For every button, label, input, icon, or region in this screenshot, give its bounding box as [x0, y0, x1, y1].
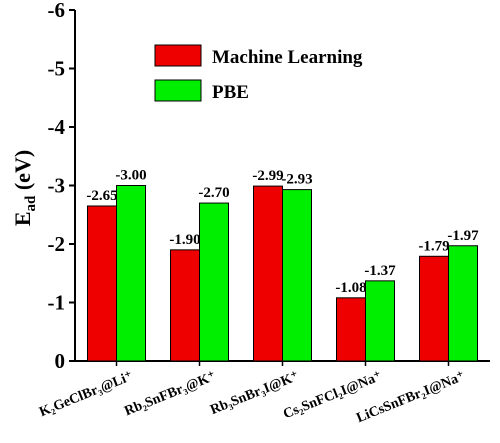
bar	[87, 205, 117, 362]
y-tick-label: -2	[48, 232, 66, 256]
data-label: -2.93	[281, 172, 312, 188]
svg-text:Ead (eV): Ead (eV)	[10, 150, 39, 226]
y-tick-label: -6	[48, 0, 66, 22]
bar	[199, 202, 229, 362]
data-label: -2.99	[252, 168, 283, 184]
legend-swatch-machine-learning	[154, 44, 202, 67]
data-label: -2.65	[86, 188, 117, 204]
bar	[365, 280, 395, 362]
data-label: -1.08	[335, 280, 366, 296]
x-tick-label: K₂GeClBr₃@Li⁺	[37, 369, 135, 420]
y-axis-label: Ead (eV)	[10, 150, 39, 226]
data-label: -1.37	[364, 263, 396, 279]
y-axis-label-main: E	[10, 211, 35, 226]
bar	[170, 249, 200, 362]
bar	[419, 255, 449, 362]
plot-area: 0 -1 -2 -3 -4 -5 -6 -2.65 -3.00 K₂GeClBr₃@Li⁺ -1.9…	[37, 0, 490, 426]
y-axis-label-subscript: ad	[23, 195, 39, 212]
bar	[282, 189, 312, 362]
legend-label-pbe: PBE	[212, 82, 249, 103]
legend-label-machine-learning: Machine Learning	[212, 47, 363, 68]
bar	[116, 185, 146, 362]
bar	[336, 297, 366, 362]
data-label: -2.70	[198, 185, 229, 201]
data-label: -1.79	[418, 238, 449, 254]
bar	[253, 185, 283, 362]
y-tick-label: -5	[48, 57, 66, 81]
y-tick-label: -1	[48, 291, 66, 315]
data-label: -1.97	[447, 228, 479, 244]
y-axis-label-unit: (eV)	[10, 150, 35, 196]
bar	[448, 245, 478, 362]
legend: Machine Learning PBE	[154, 44, 363, 103]
legend-swatch-pbe	[154, 79, 202, 102]
y-tick-label: -3	[48, 174, 66, 198]
data-label: -1.90	[169, 232, 200, 248]
y-tick-label: -4	[48, 115, 66, 139]
y-tick-label: 0	[55, 349, 66, 373]
data-label: -3.00	[115, 168, 146, 184]
x-tick-label: Rb₂SnFBr₃@K⁺	[122, 369, 218, 419]
